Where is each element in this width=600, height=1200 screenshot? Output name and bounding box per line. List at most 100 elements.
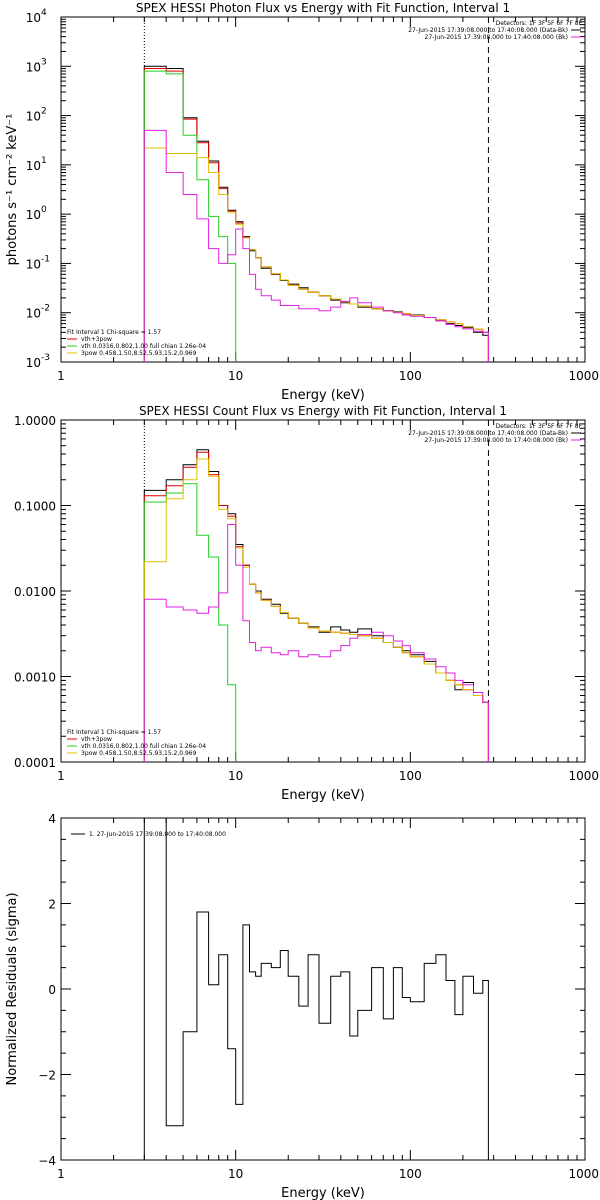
y-tick-label: 4 xyxy=(48,812,56,826)
legend-entry: 1. 27-Jun-2015 17:39:08.000 to 17:40:08.… xyxy=(89,831,226,838)
series-step-line xyxy=(143,483,237,762)
legend-top-right: Detectors: 1F 3F 5F 6F 7F 8F27-Jun-2015 … xyxy=(408,423,582,444)
y-tick-base: 10 xyxy=(26,60,41,74)
series-step-line xyxy=(143,449,489,762)
series-vth-3pow xyxy=(143,451,489,762)
series-bk xyxy=(143,524,489,762)
legend-entry: vth+3pow xyxy=(81,336,112,343)
y-tick-label: 10 -2 xyxy=(26,304,50,321)
y-tick-label: 0.0010 xyxy=(14,671,56,685)
x-tick-label: 10 xyxy=(228,369,243,383)
series-vth xyxy=(143,70,237,362)
x-tick-label: 1 xyxy=(57,1167,65,1181)
y-tick-exponent: 2 xyxy=(41,107,47,117)
y-tick-label: 0.1000 xyxy=(14,500,56,514)
series-group xyxy=(143,449,489,762)
y-tick-base: 10 xyxy=(26,356,41,370)
y-tick-exponent: -3 xyxy=(41,353,50,363)
series-1-27-jun-2015-17-39-08-000-to-17-40-08-000 xyxy=(143,818,489,1160)
legend-entry: 27-Jun-2015 17:39:08.000 to 17:40:08.000… xyxy=(408,27,568,34)
series-3pow xyxy=(143,147,489,362)
legend-detectors: Detectors: 1F 3F 5F 6F 7F 8F xyxy=(496,20,583,27)
legend-entry: 27-Jun-2015 17:39:08.000 to 17:40:08.000… xyxy=(425,437,568,444)
plot-frame xyxy=(60,817,586,1161)
y-tick-base: 10 xyxy=(26,110,41,124)
y-tick-label: 10 2 xyxy=(26,107,47,124)
series-step-line xyxy=(143,524,489,762)
y-tick-exponent: 3 xyxy=(41,57,47,67)
x-tick-label: 10 xyxy=(228,1167,243,1181)
chart-title: SPEX HESSI Count Flux vs Energy with Fit… xyxy=(139,404,507,418)
legend-entry: vth 0.0316,0.802,1.00 full chian 1.26e-0… xyxy=(81,343,206,350)
chart-panel-3: 1 10 100 1000 Energy (keV) −4 −2 0 2 4 Normalized … xyxy=(5,812,599,1200)
x-tick-label: 1000 xyxy=(568,769,599,783)
legend-fit-summary: Fit Interval 1 Chi-square = 1.57 xyxy=(67,729,161,736)
series-step-line xyxy=(143,147,489,362)
x-tick-label: 1000 xyxy=(568,1167,599,1181)
legend-entry: 27-Jun-2015 17:39:08.000 to 17:40:08.000… xyxy=(408,430,568,437)
series-vth xyxy=(143,483,237,762)
y-tick-label: 2 xyxy=(48,898,56,912)
series-bk xyxy=(143,129,489,362)
x-tick-label: 1 xyxy=(57,769,65,783)
y-tick-base: 10 xyxy=(26,11,41,25)
y-tick-label: 10 -1 xyxy=(26,254,50,271)
series-data-bk xyxy=(143,449,489,762)
y-tick-label: 10 3 xyxy=(26,57,47,74)
series-step-line xyxy=(143,129,489,362)
series-step-line xyxy=(143,458,489,762)
y-tick-label: 10 1 xyxy=(26,156,47,173)
series-3pow xyxy=(143,458,489,762)
y-tick-label: 10 0 xyxy=(26,205,47,222)
y-tick-exponent: -1 xyxy=(41,254,50,264)
x-tick-label: 100 xyxy=(399,369,422,383)
legend-top-right: Detectors: 1F 3F 5F 6F 7F 8F27-Jun-2015 … xyxy=(408,20,582,41)
series-step-line xyxy=(143,70,237,362)
x-axis-label: Energy (keV) xyxy=(281,788,365,803)
series-step-line xyxy=(143,68,489,362)
legend-bottom-left: Fit Interval 1 Chi-square = 1.57vth+3pow… xyxy=(67,329,206,357)
x-tick-label: 1 xyxy=(57,369,65,383)
y-axis-label: Normalized Residuals (sigma) xyxy=(5,892,20,1085)
legend-entry: 27-Jun-2015 17:39:08.000 to 17:40:08.000… xyxy=(425,34,568,41)
y-tick-label: 1.0000 xyxy=(14,414,56,428)
x-tick-label: 1000 xyxy=(568,369,599,383)
x-axis-label: Energy (keV) xyxy=(281,1186,365,1200)
x-tick-label: 100 xyxy=(399,769,422,783)
y-tick-base: 10 xyxy=(26,257,41,271)
y-tick-base: 10 xyxy=(26,208,41,222)
y-tick-exponent: 1 xyxy=(41,156,47,166)
y-tick-label: 0.0001 xyxy=(14,756,56,770)
series-step-line xyxy=(143,65,489,362)
legend-entry: vth 0.0316,0.802,1.00 full chian 1.26e-0… xyxy=(81,743,206,750)
legend-entry: vth+3pow xyxy=(81,736,112,743)
series-vth-3pow xyxy=(143,68,489,362)
legend-detectors: Detectors: 1F 3F 5F 6F 7F 8F xyxy=(496,423,583,430)
x-tick-label: 10 xyxy=(228,769,243,783)
chart-panel-2: SPEX HESSI Count Flux vs Energy with Fit… xyxy=(14,404,599,803)
plot-frame xyxy=(60,16,586,363)
chart-title: SPEX HESSI Photon Flux vs Energy with Fi… xyxy=(136,1,510,15)
y-tick-exponent: 4 xyxy=(41,8,47,18)
series-step-line xyxy=(143,818,489,1160)
legend-fit-summary: Fit Interval 1 Chi-square = 1.57 xyxy=(67,329,161,336)
y-tick-base: 10 xyxy=(26,159,41,173)
y-tick-exponent: -2 xyxy=(41,304,50,314)
series-step-line xyxy=(143,451,489,762)
plot-frame xyxy=(60,419,586,763)
legend-top-right: 1. 27-Jun-2015 17:39:08.000 to 17:40:08.… xyxy=(71,831,226,838)
y-tick-label: 10 4 xyxy=(26,8,47,25)
x-tick-label: 100 xyxy=(399,1167,422,1181)
y-tick-label: 10 -3 xyxy=(26,353,50,370)
series-group xyxy=(143,818,489,1160)
chart-panel-1: SPEX HESSI Photon Flux vs Energy with Fi… xyxy=(5,1,599,403)
y-tick-exponent: 0 xyxy=(41,205,47,215)
y-tick-base: 10 xyxy=(26,307,41,321)
legend-bottom-left: Fit Interval 1 Chi-square = 1.57vth+3pow… xyxy=(67,729,206,757)
y-axis-label: photons s⁻¹ cm⁻² keV⁻¹ xyxy=(5,114,20,266)
legend-entry: 3pow 0.458,1.50,8.52,5.93,15.2,0.969 xyxy=(81,350,197,357)
y-tick-label: −2 xyxy=(38,1069,56,1083)
series-group xyxy=(143,65,489,362)
x-axis-label: Energy (keV) xyxy=(281,388,365,403)
